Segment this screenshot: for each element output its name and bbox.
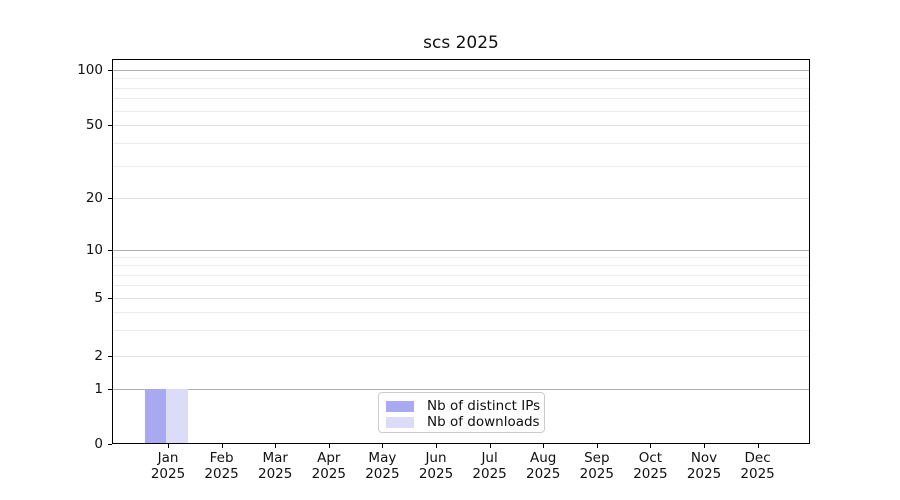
y-tick-label: 0 (94, 436, 103, 452)
legend: Nb of distinct IPs Nb of downloads (378, 392, 545, 433)
y-gridline (113, 389, 809, 390)
x-tick-mark (275, 444, 277, 448)
x-tick-label: Jun 2025 (418, 450, 454, 482)
plot-area: Nb of distinct IPs Nb of downloads (108, 59, 810, 448)
x-tick-mark (757, 444, 759, 448)
y-tick-label: 1 (94, 381, 103, 397)
y-gridline-minor (113, 87, 809, 89)
x-tick-label: Sep 2025 (579, 450, 614, 482)
x-tick-mark (543, 444, 545, 448)
y-tick-mark (108, 250, 112, 251)
y-tick-label: 2 (94, 348, 103, 364)
y-gridline (113, 125, 809, 126)
x-tick-mark (650, 444, 652, 448)
y-gridline-minor (113, 142, 809, 144)
y-tick-label: 5 (94, 290, 103, 306)
y-tick-mark (108, 125, 112, 126)
legend-entry-downloads: Nb of downloads (386, 414, 540, 430)
x-tick-label: Jan 2025 (150, 450, 186, 482)
y-gridline-minor (113, 285, 809, 287)
y-gridline (113, 298, 809, 299)
x-tick-label: Feb 2025 (204, 450, 239, 482)
legend-entry-distinct-ips: Nb of distinct IPs (386, 398, 540, 414)
y-tick-mark (108, 298, 112, 299)
y-gridline (113, 70, 809, 71)
x-tick-label: May 2025 (365, 450, 400, 482)
x-tick-label: Nov 2025 (686, 450, 722, 482)
y-gridline-minor (113, 265, 809, 267)
y-tick-mark (108, 356, 112, 357)
axes-frame (112, 59, 810, 444)
y-gridline-minor (113, 330, 809, 332)
x-tick-mark (596, 444, 598, 448)
legend-swatch-0 (386, 400, 414, 412)
x-tick-mark (489, 444, 491, 448)
y-gridline-minor (113, 78, 809, 80)
x-tick-mark (328, 444, 330, 448)
y-gridline-minor (113, 165, 809, 167)
y-tick-mark (108, 198, 112, 199)
x-tick-label: Apr 2025 (311, 450, 346, 482)
y-gridline-minor (113, 98, 809, 100)
y-tick-label: 10 (85, 242, 103, 258)
legend-swatch-1 (386, 416, 414, 428)
x-tick-label: Jul 2025 (472, 450, 507, 482)
y-tick-label: 50 (85, 117, 103, 133)
y-tick-mark (108, 70, 112, 71)
x-tick-label: Mar 2025 (258, 450, 293, 482)
y-gridline (113, 356, 809, 357)
x-tick-mark (436, 444, 437, 448)
y-tick-label: 20 (85, 190, 103, 206)
legend-label-0: Nb of distinct IPs (427, 398, 541, 414)
y-gridline-minor (113, 110, 809, 112)
y-gridline (113, 250, 809, 251)
y-gridline (113, 198, 809, 199)
y-tick-mark (108, 389, 112, 390)
x-tick-mark (704, 444, 705, 448)
x-tick-mark (221, 444, 223, 448)
y-tick-label: 100 (77, 62, 103, 78)
x-tick-mark (168, 444, 169, 448)
x-tick-label: Aug 2025 (526, 450, 561, 482)
y-gridline-minor (113, 257, 809, 259)
bar-downloads (166, 389, 188, 444)
y-gridline-minor (113, 312, 809, 314)
x-tick-label: Oct 2025 (633, 450, 668, 482)
bar-distinct-ips (144, 389, 166, 444)
y-gridline-minor (113, 274, 809, 276)
legend-label-1: Nb of downloads (427, 414, 540, 430)
y-tick-mark (108, 444, 112, 445)
x-tick-mark (382, 444, 384, 448)
x-tick-label: Dec 2025 (740, 450, 775, 482)
chart-title: scs 2025 (423, 33, 499, 53)
